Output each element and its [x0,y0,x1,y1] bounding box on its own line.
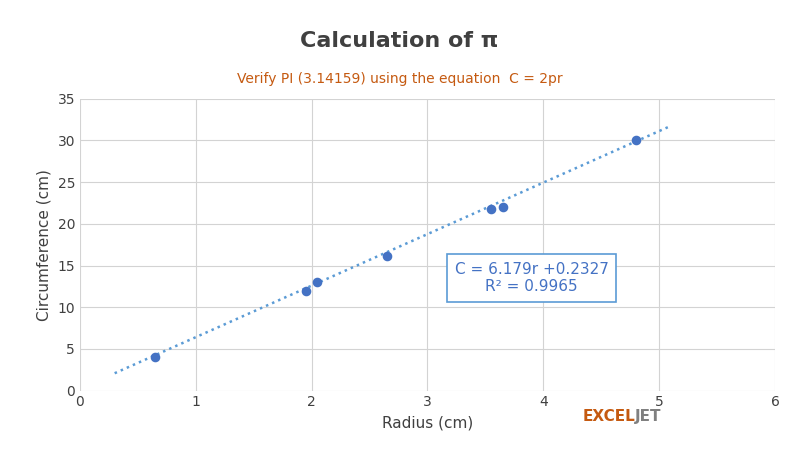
Point [311,279,324,286]
Text: Calculation of π: Calculation of π [300,31,499,52]
Y-axis label: Circumference (cm): Circumference (cm) [37,169,52,321]
Point [485,205,498,212]
Point [300,287,312,294]
Point [149,354,161,361]
Point [630,136,642,143]
Point [496,203,509,211]
Point [380,252,393,259]
Text: C = 6.179r +0.2327
R² = 0.9965: C = 6.179r +0.2327 R² = 0.9965 [455,262,609,294]
Text: Verify PI (3.14159) using the equation  C = 2pr: Verify PI (3.14159) using the equation C… [237,72,562,86]
Text: JET: JET [635,409,662,424]
Text: EXCEL: EXCEL [582,409,635,424]
X-axis label: Radius (cm): Radius (cm) [382,415,473,430]
